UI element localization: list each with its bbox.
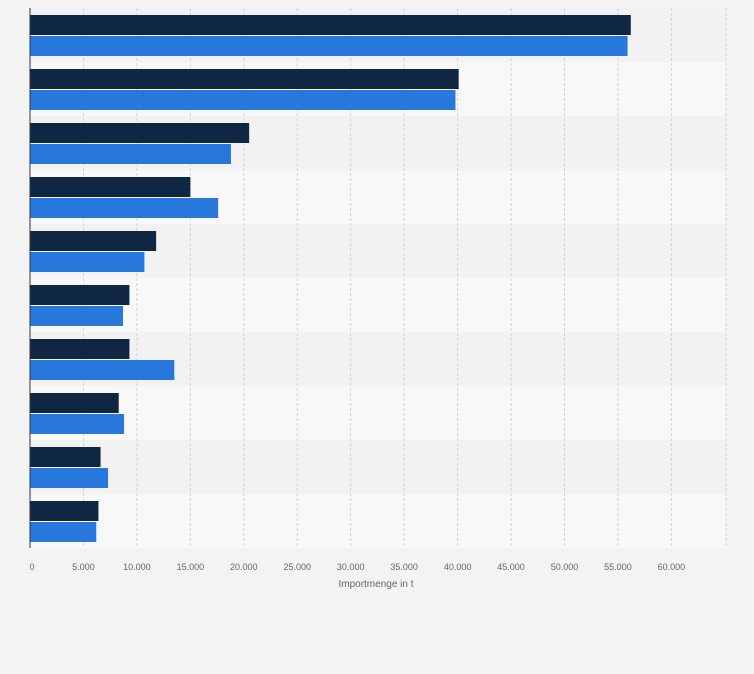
bar-series-0-row-3 (30, 177, 191, 197)
x-tick-label-3: 15.000 (177, 562, 205, 572)
x-tick-label-12: 60.000 (658, 562, 686, 572)
bar-series-0-row-9 (30, 501, 99, 521)
row-band-8 (30, 440, 726, 494)
bar-series-0-row-6 (30, 339, 130, 359)
x-tick-label-11: 55.000 (604, 562, 632, 572)
x-tick-label-1: 5.000 (72, 562, 95, 572)
row-band-5 (30, 278, 726, 332)
bar-series-0-row-4 (30, 231, 157, 251)
bar-series-1-row-8 (30, 468, 109, 488)
bar-series-0-row-5 (30, 285, 130, 305)
x-tick-label-6: 30.000 (337, 562, 365, 572)
x-tick-label-8: 40.000 (444, 562, 472, 572)
bar-series-1-row-3 (30, 198, 219, 218)
x-tick-label-0: 0 (29, 562, 34, 572)
bars (30, 15, 631, 542)
bar-series-1-row-0 (30, 36, 628, 56)
x-tick-label-4: 20.000 (230, 562, 258, 572)
bar-series-1-row-1 (30, 90, 456, 110)
bar-series-1-row-5 (30, 306, 124, 326)
bar-series-1-row-4 (30, 252, 145, 272)
bar-series-1-row-6 (30, 360, 175, 380)
bar-series-0-row-0 (30, 15, 631, 35)
x-tick-label-9: 45.000 (497, 562, 525, 572)
bar-series-1-row-7 (30, 414, 125, 434)
bar-series-0-row-8 (30, 447, 101, 467)
bar-series-0-row-1 (30, 69, 459, 89)
x-tick-label-5: 25.000 (283, 562, 311, 572)
row-band-7 (30, 386, 726, 440)
x-tick-label-2: 10.000 (123, 562, 151, 572)
x-axis-ticks: 0 5.000 10.000 15.000 20.000 25.000 30.000 35.0… (29, 562, 685, 572)
bar-series-0-row-2 (30, 123, 250, 143)
row-band-9 (30, 494, 726, 548)
bar-series-1-row-2 (30, 144, 231, 164)
bar-series-1-row-9 (30, 522, 97, 542)
x-tick-label-10: 50.000 (551, 562, 579, 572)
x-axis-title: Importmenge in t (338, 579, 413, 590)
bar-series-0-row-7 (30, 393, 119, 413)
x-tick-label-7: 35.000 (390, 562, 418, 572)
